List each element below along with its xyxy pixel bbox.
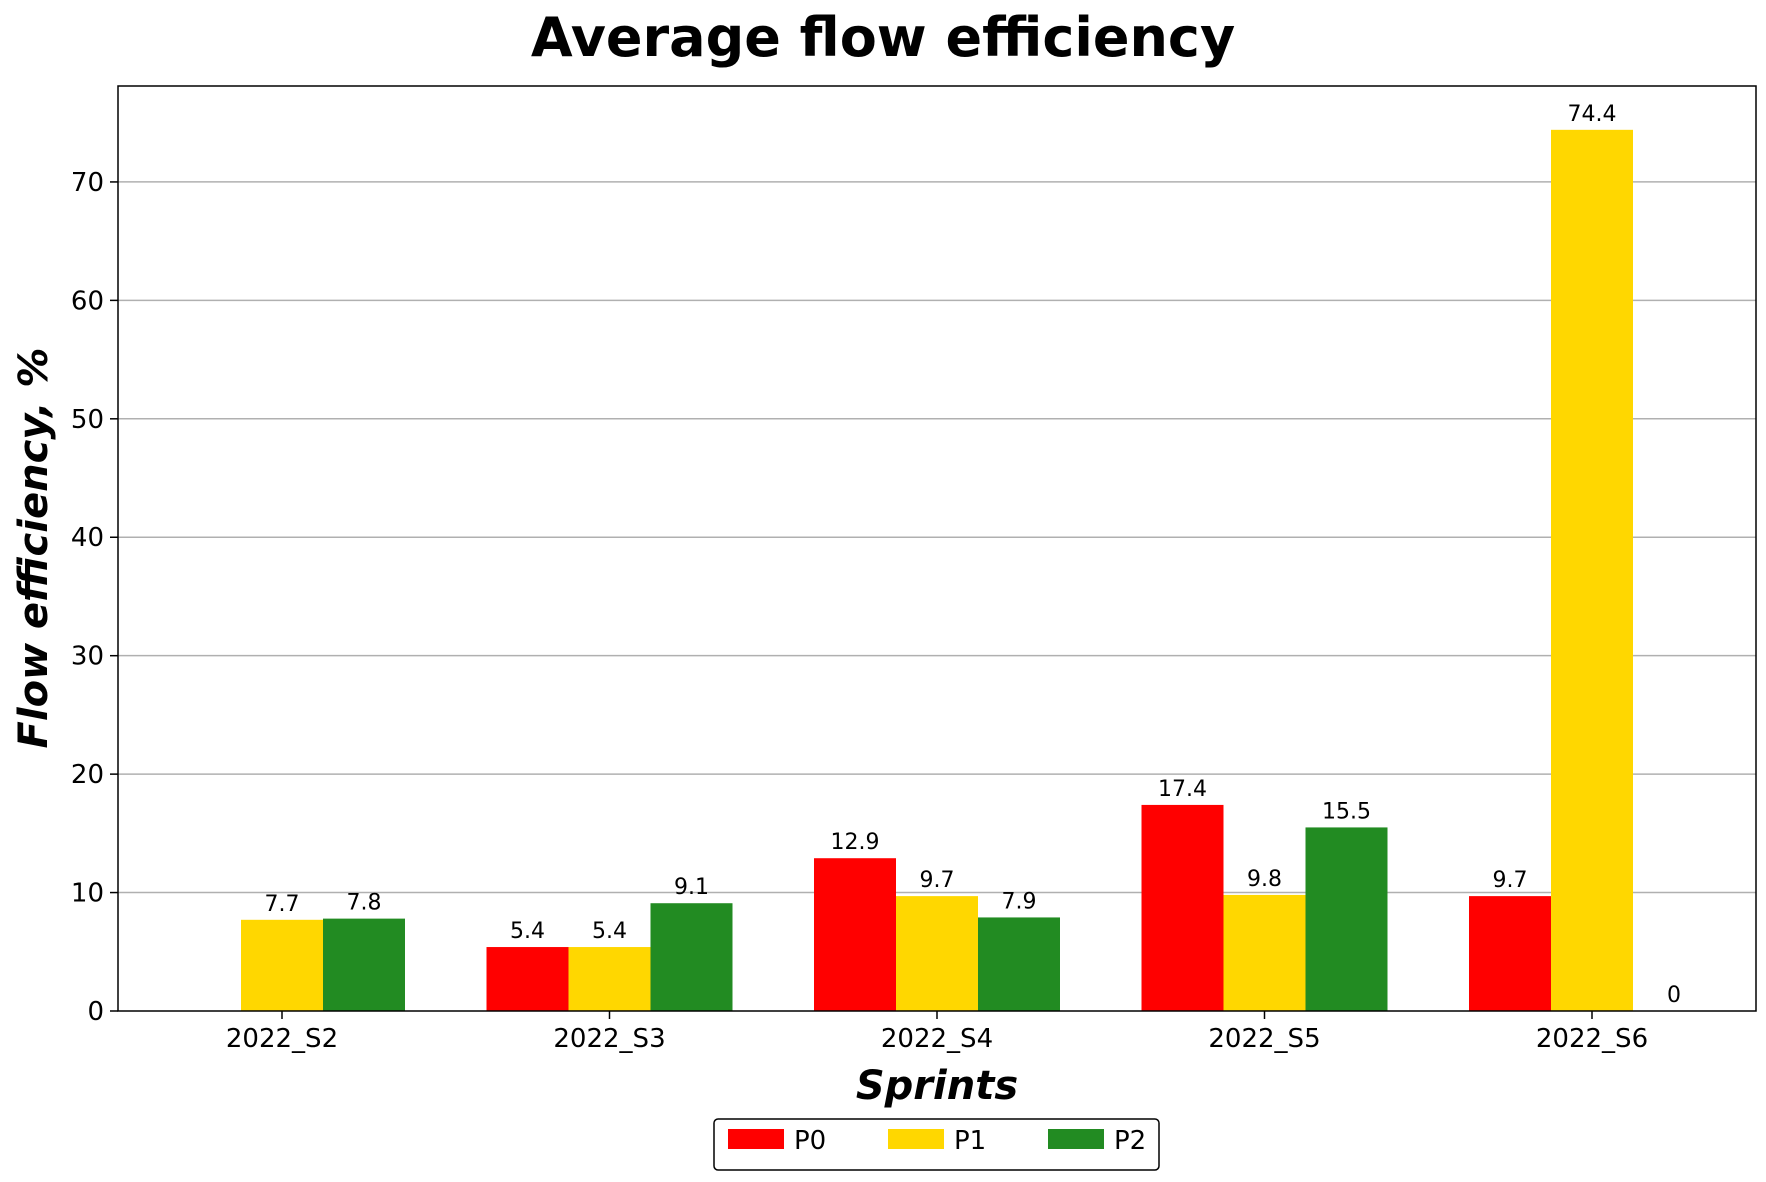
y-tick-label: 70 [71, 168, 104, 198]
legend-label-P1: P1 [954, 1126, 986, 1156]
y-tick-label: 10 [71, 879, 104, 909]
data-label-P2-2022_S3: 9.1 [674, 875, 709, 900]
data-label-P1-2022_S6: 74.4 [1568, 102, 1617, 127]
bar-P2-2022_S3 [650, 903, 733, 1011]
bar-P0-2022_S4 [814, 858, 896, 1011]
bar-P1-2022_S5 [1223, 894, 1306, 1011]
data-label-P1-2022_S2: 7.7 [265, 892, 300, 917]
bar-P1-2022_S6 [1551, 129, 1633, 1011]
grid-lines [118, 181, 1756, 894]
legend: P0 P1 P2 [713, 1118, 1160, 1171]
x-tick-label: 2022_S4 [881, 1024, 993, 1054]
data-label-P0-2022_S3: 5.4 [510, 919, 545, 944]
y-tick-label: 50 [71, 405, 104, 435]
data-label-P2-2022_S2: 7.8 [347, 891, 382, 916]
bar-P0-2022_S5 [1141, 804, 1224, 1011]
bar-P2-2022_S4 [978, 917, 1060, 1011]
legend-swatch-P0 [728, 1129, 784, 1149]
bars [241, 129, 1633, 1011]
legend-label-P2: P2 [1114, 1126, 1146, 1156]
data-label-P0-2022_S5: 17.4 [1158, 777, 1207, 802]
x-tick-label: 2022_S6 [1536, 1024, 1648, 1054]
bar-P2-2022_S5 [1305, 827, 1388, 1011]
y-axis-label: Flow efficiency, % [11, 348, 57, 749]
bar-P1-2022_S2 [241, 919, 323, 1011]
data-label-P0-2022_S4: 12.9 [831, 830, 880, 855]
data-label-P1-2022_S4: 9.7 [920, 868, 955, 893]
chart-title: Average flow efficiency [531, 6, 1235, 69]
x-tick-label: 2022_S2 [226, 1024, 338, 1054]
legend-label-P0: P0 [794, 1126, 826, 1156]
y-tick-label: 0 [87, 997, 104, 1027]
x-tick-label: 2022_S3 [553, 1024, 665, 1054]
y-tick-label: 20 [71, 760, 104, 790]
x-axis-label: Sprints [856, 1063, 1018, 1109]
bar-P0-2022_S6 [1469, 896, 1551, 1011]
bar-P2-2022_S2 [323, 918, 405, 1011]
y-tick-label: 60 [71, 286, 104, 316]
data-label-P1-2022_S3: 5.4 [592, 919, 627, 944]
y-tick-label: 40 [71, 523, 104, 553]
bar-P1-2022_S4 [896, 896, 978, 1011]
data-label-P1-2022_S5: 9.8 [1247, 867, 1282, 892]
bar-P1-2022_S3 [568, 947, 651, 1011]
y-axis: 0 10 20 30 40 50 60 70 [71, 168, 118, 1027]
bar-P0-2022_S3 [486, 947, 569, 1011]
x-axis: 2022_S2 2022_S3 2022_S4 2022_S5 2022_S6 [226, 1011, 1648, 1054]
y-tick-label: 30 [71, 642, 104, 672]
legend-swatch-P2 [1048, 1129, 1104, 1149]
data-label-P2-2022_S5: 15.5 [1322, 799, 1371, 824]
data-labels: 7.7 7.8 5.4 5.4 9.1 12.9 9.7 7.9 17.4 9.8 15.5 9.7 7… [265, 102, 1682, 1008]
data-label-P0-2022_S6: 9.7 [1493, 868, 1528, 893]
legend-swatch-P1 [888, 1129, 944, 1149]
x-tick-label: 2022_S5 [1208, 1024, 1320, 1054]
data-label-P2-2022_S6: 0 [1667, 983, 1681, 1008]
data-label-P2-2022_S4: 7.9 [1002, 889, 1037, 914]
